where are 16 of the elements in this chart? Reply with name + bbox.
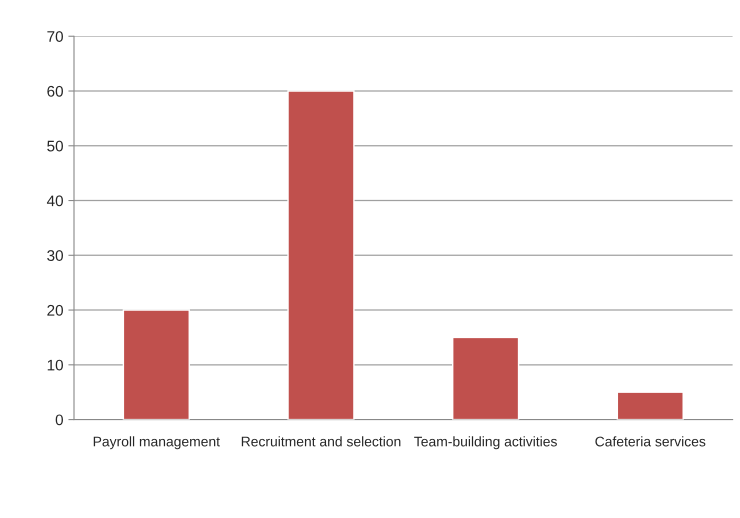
x-tick-label: Payroll management bbox=[94, 436, 220, 450]
y-tick-label: 50 bbox=[47, 140, 63, 152]
bar bbox=[287, 90, 355, 420]
x-tick-label: Recruitment and selection bbox=[242, 436, 400, 446]
y-tick-label: 40 bbox=[46, 195, 63, 206]
bar bbox=[616, 392, 684, 420]
y-tick-label: 60 bbox=[47, 86, 63, 97]
y-tick-label: 20 bbox=[47, 304, 63, 316]
y-tick-label: 0 bbox=[56, 414, 63, 426]
bar bbox=[122, 309, 190, 420]
y-tick-label: 70 bbox=[47, 31, 63, 42]
x-tick-label: Cafeteria services bbox=[595, 436, 706, 446]
y-tick-label: 30 bbox=[47, 250, 63, 261]
x-tick-label: Team-building activities bbox=[414, 436, 557, 450]
y-tick-label: 10 bbox=[48, 360, 63, 371]
bar bbox=[452, 336, 520, 420]
